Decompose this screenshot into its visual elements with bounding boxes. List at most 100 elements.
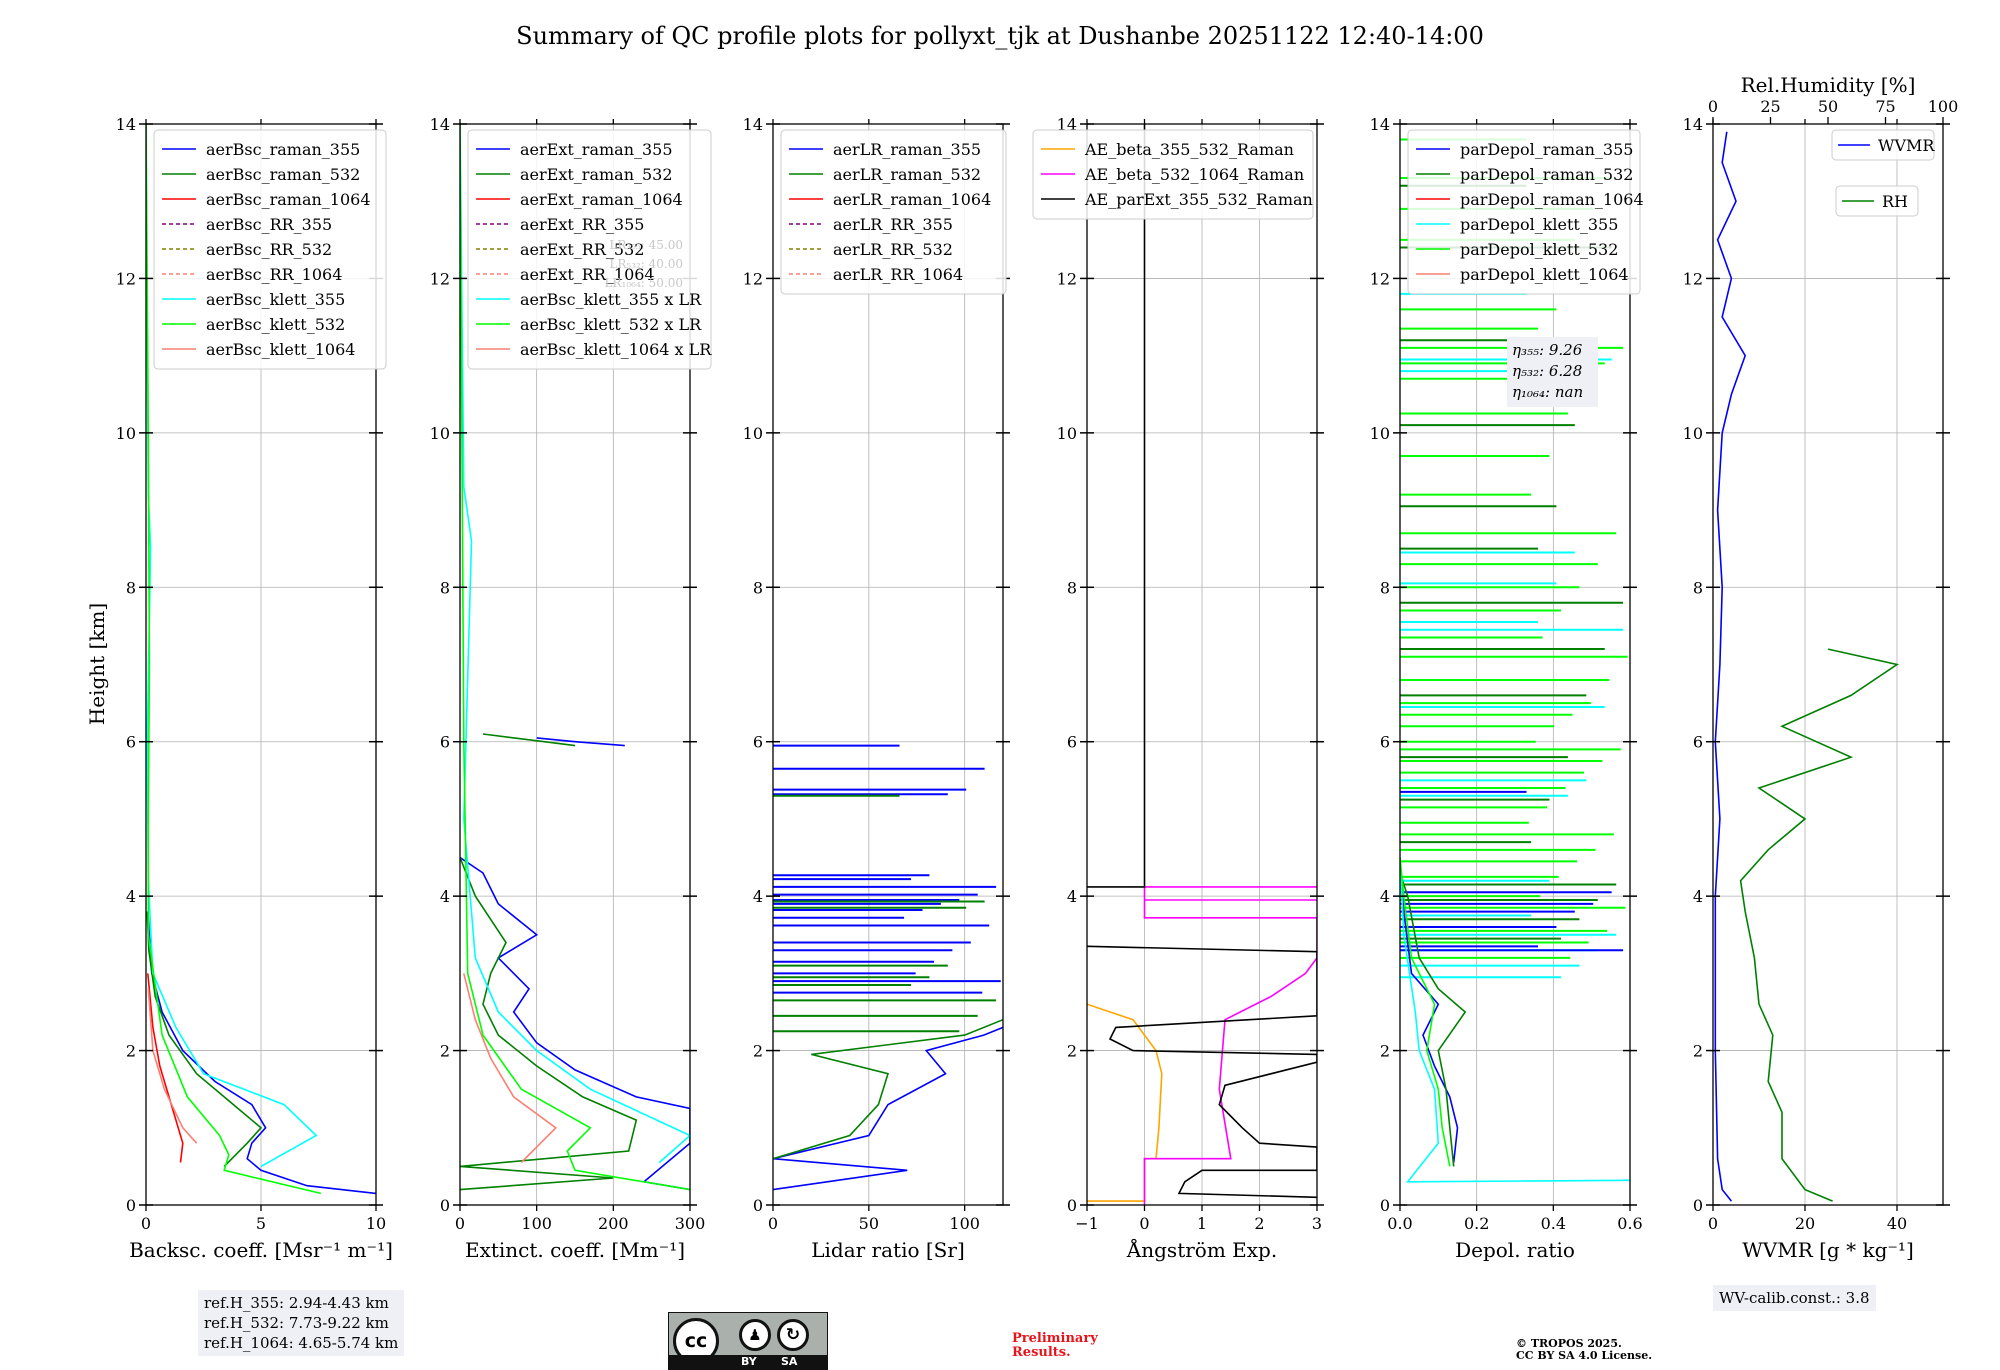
x-tick-label: 200	[598, 1214, 629, 1233]
legend-rh: RH	[1835, 185, 1919, 217]
series-WVMR	[1714, 131, 1747, 1202]
copyright-line-1: © TROPOS 2025.	[1516, 1337, 1622, 1350]
legend-entry: AE_parExt_355_532_Raman	[1084, 190, 1313, 209]
y-tick-label: 4	[753, 887, 763, 906]
legend-box	[153, 129, 387, 370]
y-tick-label: 12	[1057, 269, 1077, 288]
series-aerLR_raman_355	[773, 1026, 1003, 1191]
series-AE_beta_355_532_Raman	[1087, 1003, 1163, 1202]
cc-license-badge: cc ♟ ↻ BY SA	[668, 1312, 828, 1370]
y-tick-label: 12	[116, 269, 136, 288]
series-aerExt_raman_355	[460, 856, 690, 1191]
preliminary-line-1: Preliminary	[1012, 1331, 1098, 1346]
series-aerBsc_klett_1064 x LR	[463, 973, 558, 1164]
legend-entry: aerExt_RR_355	[520, 215, 644, 234]
eta-label: η₁₀₆₄: nan	[1512, 383, 1583, 401]
y-tick-label: 6	[1693, 733, 1703, 752]
y-tick-label: 2	[753, 1042, 763, 1061]
y-tick-label: 10	[1683, 424, 1703, 443]
legend-entry: aerLR_raman_532	[833, 165, 981, 184]
y-tick-label: 8	[1380, 578, 1390, 597]
lr-label: LR₅₃₂: 40.00	[609, 257, 683, 271]
legend-entry: aerBsc_raman_532	[206, 165, 360, 184]
legend-box	[1831, 129, 1935, 161]
legend-entry: parDepol_klett_355	[1460, 215, 1618, 234]
legend-wvmr: WVMR	[1831, 129, 1935, 161]
figure-title: Summary of QC profile plots for pollyxt_…	[516, 22, 1484, 50]
x-tick-label: 40	[1887, 1214, 1907, 1233]
legend-entry: aerBsc_klett_355 x LR	[520, 290, 702, 309]
y-tick-label: 4	[1380, 887, 1390, 906]
y-tick-label: 4	[1067, 887, 1077, 906]
x-tick-label: 0.6	[1617, 1214, 1642, 1233]
legend-entry: AE_beta_532_1064_Raman	[1084, 165, 1304, 184]
series-aerBsc_raman_355	[147, 911, 376, 1195]
legend-box	[467, 129, 712, 370]
lr-label: LR₁₀₆₄: 50.00	[605, 276, 683, 290]
legend-entry: aerBsc_raman_1064	[206, 190, 371, 209]
eta-label: η₅₃₂: 6.28	[1512, 362, 1582, 380]
preliminary-note: Preliminary Results.	[1012, 1332, 1098, 1360]
top-x-tick-label: 25	[1760, 97, 1780, 116]
legend-entry: AE_beta_355_532_Raman	[1084, 140, 1294, 159]
plot-area	[1087, 124, 1317, 1205]
y-tick-label: 10	[743, 424, 763, 443]
y-tick-label: 12	[743, 269, 763, 288]
legend-entry: parDepol_klett_1064	[1460, 265, 1629, 284]
y-tick-label: 8	[1693, 578, 1703, 597]
legend-entry: aerBsc_klett_1064 x LR	[520, 340, 712, 359]
axes-frame	[459, 123, 691, 1206]
reference-height-box: ref.H_355: 2.94-4.43 km ref.H_532: 7.73-…	[198, 1290, 405, 1356]
x-tick-label: 0.2	[1464, 1214, 1489, 1233]
x-tick-label: 0	[141, 1214, 151, 1233]
series-AE_parExt_355_532_Raman	[1087, 124, 1146, 888]
series-AE_parExt_lower	[1087, 945, 1317, 1199]
legend-entry: aerExt_raman_1064	[520, 190, 683, 209]
series-aerBsc_raman_1064	[147, 973, 184, 1163]
legend-entry: aerLR_RR_355	[833, 215, 953, 234]
series-aerExt_raman_355_top	[536, 737, 625, 747]
top-axis-label: Rel.Humidity [%]	[1741, 73, 1916, 97]
series-aerExt_raman_532	[460, 857, 638, 1191]
x-tick-label: 0.0	[1387, 1214, 1412, 1233]
y-tick-label: 14	[1683, 115, 1703, 134]
y-tick-label: 4	[440, 887, 450, 906]
y-tick-label: 2	[440, 1042, 450, 1061]
y-tick-label: 8	[753, 578, 763, 597]
chart-panel-3: 0 2 4 6 8 10 12 14 0 50 100 Lidar ratio [Sr] aerLR_r…	[743, 115, 1010, 1262]
y-tick-label: 12	[1683, 269, 1703, 288]
lr-label: LR₃₅₅: 45.00	[609, 238, 683, 252]
y-tick-label: 2	[1067, 1042, 1077, 1061]
y-tick-label: 8	[440, 578, 450, 597]
attribution-person-icon: ♟	[739, 1319, 771, 1351]
legend-entry: parDepol_raman_1064	[1460, 190, 1644, 209]
axes-frame	[772, 123, 1004, 1206]
copyright-line-2: CC BY SA 4.0 License.	[1516, 1349, 1653, 1362]
legend-box	[780, 129, 1007, 295]
chart-panel-2: 0 2 4 6 8 10 12 14 0 100 200 300 Extinct. coeff. [Mm…	[430, 115, 713, 1262]
series-aerExt_raman_532_top	[482, 733, 576, 747]
y-tick-label: 0	[1067, 1196, 1077, 1215]
legend-entry: aerExt_raman_532	[520, 165, 673, 184]
y-tick-label: 8	[126, 578, 136, 597]
legend-entry: aerExt_RR_1064	[520, 265, 655, 284]
x-tick-label: 100	[949, 1214, 980, 1233]
legend-entry: aerLR_raman_355	[833, 140, 981, 159]
y-tick-label: 0	[126, 1196, 136, 1215]
legend-entry: aerExt_raman_355	[520, 140, 673, 159]
axes-frame	[1399, 123, 1631, 1206]
y-tick-label: 2	[1693, 1042, 1703, 1061]
series-parDepol_raman_532	[1400, 872, 1467, 1167]
legend: aerExt_raman_355 aerExt_raman_532 aerExt_r…	[467, 129, 712, 370]
legend: parDepol_raman_355 parDepol_raman_532 parD…	[1407, 129, 1644, 295]
x-tick-label: −1	[1075, 1214, 1099, 1233]
eta-box-bg	[1507, 337, 1598, 407]
y-tick-label: 2	[126, 1042, 136, 1061]
series-aerBsc_klett_1064	[147, 988, 198, 1144]
y-tick-label: 10	[1057, 424, 1077, 443]
y-tick-label: 14	[1370, 115, 1390, 134]
legend-entry: aerBsc_klett_532 x LR	[520, 315, 702, 334]
ref-height-355: ref.H_355: 2.94-4.43 km	[204, 1294, 389, 1312]
legend-entry: WVMR	[1878, 136, 1935, 155]
x-tick-label: 50	[859, 1214, 879, 1233]
